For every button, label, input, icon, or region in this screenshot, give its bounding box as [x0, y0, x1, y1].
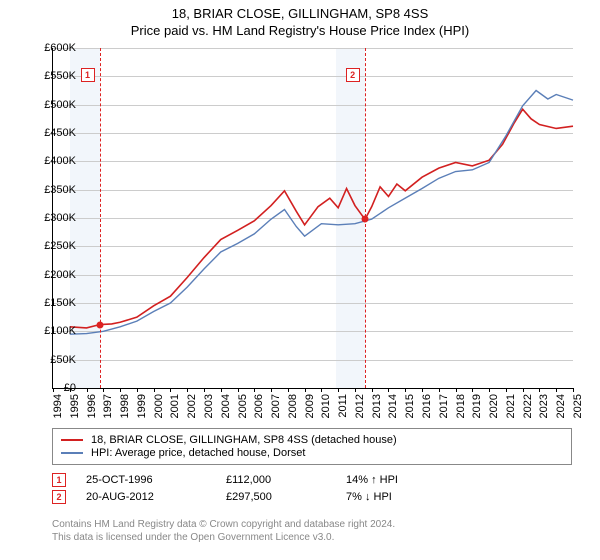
transaction-row: 2 20-AUG-2012 £297,500 7% ↓ HPI [52, 490, 572, 504]
transaction-marker: 1 [52, 473, 66, 487]
transaction-delta: 7% ↓ HPI [346, 491, 466, 503]
y-axis-label: £50K [26, 354, 76, 366]
transaction-date: 25-OCT-1996 [86, 474, 226, 486]
legend-label: HPI: Average price, detached house, Dors… [91, 447, 305, 459]
x-axis-label: 2000 [153, 394, 165, 424]
x-axis-label: 2025 [572, 394, 584, 424]
legend-item: HPI: Average price, detached house, Dors… [61, 447, 563, 459]
x-axis-label: 2013 [371, 394, 383, 424]
x-axis-label: 2016 [421, 394, 433, 424]
x-axis-label: 1997 [102, 394, 114, 424]
plot-area: 12 [52, 48, 573, 389]
y-axis-label: £100K [26, 325, 76, 337]
annotation-marker: 1 [81, 68, 95, 82]
transaction-row: 1 25-OCT-1996 £112,000 14% ↑ HPI [52, 473, 572, 487]
legend-swatch [61, 439, 83, 441]
x-axis-label: 2010 [320, 394, 332, 424]
x-axis-label: 2004 [220, 394, 232, 424]
transactions-table: 1 25-OCT-1996 £112,000 14% ↑ HPI 2 20-AU… [52, 470, 572, 507]
y-axis-label: £300K [26, 212, 76, 224]
legend-label: 18, BRIAR CLOSE, GILLINGHAM, SP8 4SS (de… [91, 434, 397, 446]
x-axis-label: 1996 [86, 394, 98, 424]
x-axis-label: 1998 [119, 394, 131, 424]
x-axis-label: 2019 [471, 394, 483, 424]
x-axis-label: 1995 [69, 394, 81, 424]
y-axis-label: £250K [26, 240, 76, 252]
transaction-date: 20-AUG-2012 [86, 491, 226, 503]
chart-container: 18, BRIAR CLOSE, GILLINGHAM, SP8 4SS Pri… [0, 0, 600, 560]
y-axis-label: £600K [26, 42, 76, 54]
data-point-dot [362, 216, 369, 223]
x-axis-label: 2022 [522, 394, 534, 424]
x-axis-label: 2011 [337, 394, 349, 424]
x-axis-label: 2017 [438, 394, 450, 424]
transaction-price: £112,000 [226, 474, 346, 486]
x-axis-label: 2020 [488, 394, 500, 424]
x-axis-label: 2001 [169, 394, 181, 424]
y-axis-label: £150K [26, 297, 76, 309]
y-axis-label: £400K [26, 155, 76, 167]
legend: 18, BRIAR CLOSE, GILLINGHAM, SP8 4SS (de… [52, 428, 572, 465]
x-axis-label: 2012 [354, 394, 366, 424]
y-axis-label: £500K [26, 99, 76, 111]
data-point-dot [96, 321, 103, 328]
chart-subtitle: Price paid vs. HM Land Registry's House … [0, 21, 600, 42]
transaction-price: £297,500 [226, 491, 346, 503]
x-axis-label: 2023 [538, 394, 550, 424]
x-axis-label: 2003 [203, 394, 215, 424]
x-axis-label: 2014 [387, 394, 399, 424]
annotation-marker: 2 [346, 68, 360, 82]
transaction-delta: 14% ↑ HPI [346, 474, 466, 486]
chart-svg [53, 48, 573, 388]
y-axis-label: £550K [26, 70, 76, 82]
footer-attribution: Contains HM Land Registry data © Crown c… [52, 518, 572, 544]
x-axis-label: 2006 [253, 394, 265, 424]
x-axis-label: 2005 [237, 394, 249, 424]
y-axis-label: £350K [26, 184, 76, 196]
x-axis-label: 2009 [304, 394, 316, 424]
legend-item: 18, BRIAR CLOSE, GILLINGHAM, SP8 4SS (de… [61, 434, 563, 446]
x-axis-label: 1994 [52, 394, 64, 424]
x-axis-label: 2021 [505, 394, 517, 424]
y-axis-label: £450K [26, 127, 76, 139]
x-axis-label: 2015 [404, 394, 416, 424]
x-axis-label: 1999 [136, 394, 148, 424]
x-axis-label: 2007 [270, 394, 282, 424]
y-axis-label: £200K [26, 269, 76, 281]
y-axis-label: £0 [26, 382, 76, 394]
x-axis-label: 2018 [455, 394, 467, 424]
transaction-marker: 2 [52, 490, 66, 504]
footer-line: This data is licensed under the Open Gov… [52, 531, 572, 544]
chart-title-address: 18, BRIAR CLOSE, GILLINGHAM, SP8 4SS [0, 0, 600, 21]
x-axis-label: 2002 [186, 394, 198, 424]
x-axis-label: 2008 [287, 394, 299, 424]
x-axis-label: 2024 [555, 394, 567, 424]
legend-swatch [61, 452, 83, 454]
footer-line: Contains HM Land Registry data © Crown c… [52, 518, 572, 531]
